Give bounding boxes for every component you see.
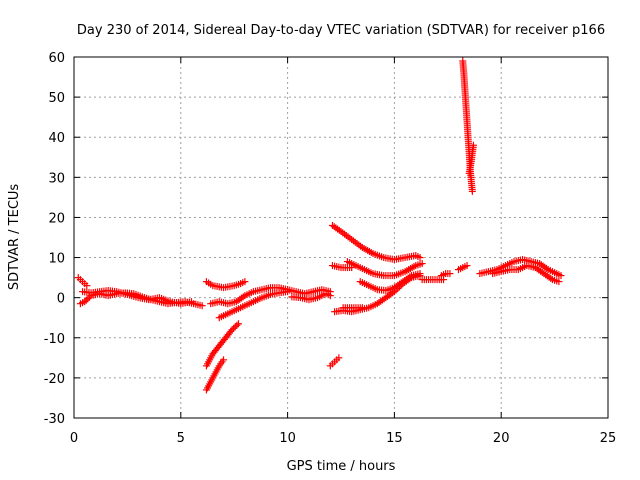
axis-ticks: 0 5 10 15 20 25 -30 -20 -10 0 10 20 30 40 50 60 xyxy=(44,51,617,446)
data-point xyxy=(446,270,454,278)
data-point xyxy=(358,304,366,312)
data-points xyxy=(74,57,565,394)
chart-title: Day 230 of 2014, Sidereal Day-to-day VTE… xyxy=(77,23,605,38)
data-point xyxy=(233,321,241,329)
grid-lines xyxy=(74,57,608,418)
x-tick-label: 20 xyxy=(493,431,510,446)
data-point xyxy=(335,354,343,362)
data-point xyxy=(555,278,563,286)
data-point xyxy=(220,356,228,364)
data-point xyxy=(228,326,236,334)
data-point xyxy=(547,274,555,282)
data-point xyxy=(469,141,477,149)
x-tick-label: 10 xyxy=(279,431,296,446)
x-tick-label: 0 xyxy=(70,431,78,446)
plot-frame xyxy=(73,56,609,419)
data-point xyxy=(187,298,195,306)
data-point xyxy=(82,296,90,304)
data-point xyxy=(81,298,89,306)
data-point xyxy=(542,264,550,272)
x-tick-label: 25 xyxy=(600,431,617,446)
y-tick-label: -10 xyxy=(44,332,65,347)
data-point xyxy=(416,254,424,262)
y-tick-label: -30 xyxy=(44,412,65,427)
y-tick-label: 50 xyxy=(48,91,65,106)
y-tick-label: 60 xyxy=(48,51,65,66)
y-axis-label: SDTVAR / TECUs xyxy=(7,184,22,291)
data-point xyxy=(83,282,91,290)
data-point xyxy=(234,320,242,328)
x-axis-label: GPS time / hours xyxy=(287,459,396,474)
x-tick-label: 15 xyxy=(386,431,403,446)
data-point xyxy=(468,187,476,195)
y-tick-label: 40 xyxy=(48,131,65,146)
data-point xyxy=(416,270,424,278)
data-point xyxy=(463,262,471,270)
data-point xyxy=(231,323,239,331)
data-point xyxy=(84,295,92,303)
data-point xyxy=(418,260,426,268)
data-point xyxy=(406,273,414,281)
data-point xyxy=(230,324,238,332)
y-tick-label: 30 xyxy=(48,171,65,186)
data-point xyxy=(241,278,249,286)
data-point xyxy=(326,292,334,300)
y-tick-label: 10 xyxy=(48,252,65,267)
y-tick-label: 0 xyxy=(57,292,65,307)
y-tick-label: -20 xyxy=(44,372,65,387)
y-tick-label: 20 xyxy=(48,211,65,226)
x-tick-label: 5 xyxy=(177,431,185,446)
data-point xyxy=(198,302,206,310)
data-point xyxy=(239,293,247,301)
data-point xyxy=(557,272,565,280)
